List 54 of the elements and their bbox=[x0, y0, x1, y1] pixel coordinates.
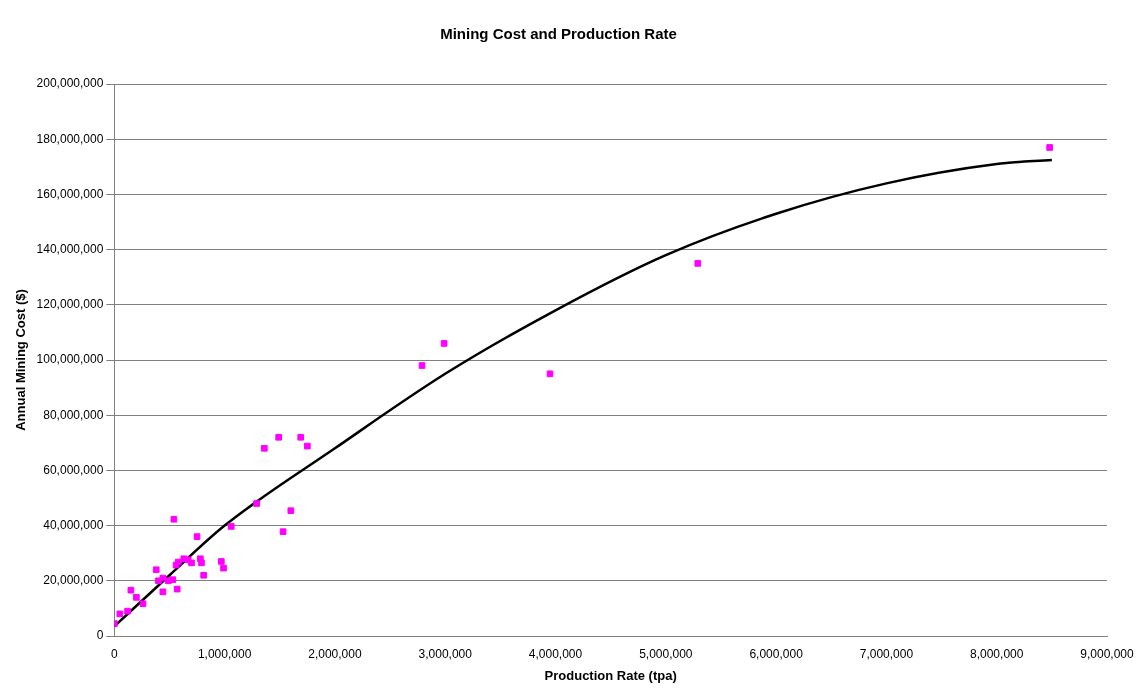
point bbox=[159, 574, 167, 582]
y-tick-label: 20,000,000 bbox=[43, 573, 104, 588]
point bbox=[418, 362, 426, 369]
point bbox=[546, 370, 554, 378]
point bbox=[173, 585, 181, 593]
point bbox=[304, 442, 311, 450]
y-tick-label: 80,000,000 bbox=[43, 407, 104, 422]
y-tick-label: 160,000,000 bbox=[36, 186, 104, 201]
x-tick-label: 7,000,000 bbox=[859, 646, 914, 661]
x-tick-label: 3,000,000 bbox=[418, 646, 473, 661]
point bbox=[220, 564, 227, 572]
point bbox=[440, 340, 448, 347]
point bbox=[200, 571, 207, 579]
point bbox=[170, 515, 178, 523]
point bbox=[169, 576, 177, 584]
point bbox=[116, 610, 124, 618]
point bbox=[253, 500, 260, 507]
point bbox=[1046, 144, 1053, 151]
point bbox=[198, 559, 205, 567]
point bbox=[139, 600, 147, 608]
x-axis-title: Production Rate (tpa) bbox=[544, 667, 677, 683]
y-tick-label: 180,000,000 bbox=[36, 131, 104, 146]
x-tick-label: 4,000,000 bbox=[528, 646, 583, 661]
y-tick-label: 120,000,000 bbox=[36, 297, 104, 312]
point bbox=[124, 607, 131, 615]
x-tick-label: 8,000,000 bbox=[970, 646, 1024, 661]
point bbox=[217, 558, 225, 565]
x-tick-label: 1,000,000 bbox=[197, 646, 252, 661]
y-axis-title: Annual Mining Cost ($) bbox=[13, 289, 29, 431]
point bbox=[694, 260, 702, 267]
point bbox=[275, 433, 282, 441]
chart-title: Mining Cost and Production Rate bbox=[440, 25, 677, 43]
y-tick-label: 40,000,000 bbox=[43, 517, 104, 532]
x-tick-label: 6,000,000 bbox=[749, 646, 804, 661]
y-tick-label: 140,000,000 bbox=[36, 241, 104, 256]
y-tick-label: 0 bbox=[96, 628, 104, 643]
point bbox=[159, 588, 167, 596]
point bbox=[188, 559, 195, 567]
point bbox=[287, 507, 295, 515]
point bbox=[297, 433, 305, 441]
point bbox=[193, 533, 201, 540]
x-tick-label: 0 bbox=[110, 646, 118, 661]
y-tick-label: 100,000,000 bbox=[36, 352, 104, 367]
point bbox=[152, 566, 160, 574]
y-tick-label: 60,000,000 bbox=[43, 462, 104, 477]
point bbox=[133, 594, 140, 601]
point bbox=[227, 523, 235, 530]
x-tick-label: 5,000,000 bbox=[639, 646, 693, 661]
point bbox=[127, 586, 135, 594]
point bbox=[261, 444, 268, 452]
x-tick-label: 9,000,000 bbox=[1080, 646, 1135, 661]
y-tick-label: 200,000,000 bbox=[36, 76, 104, 91]
x-tick-label: 2,000,000 bbox=[308, 646, 362, 661]
point bbox=[279, 528, 287, 535]
